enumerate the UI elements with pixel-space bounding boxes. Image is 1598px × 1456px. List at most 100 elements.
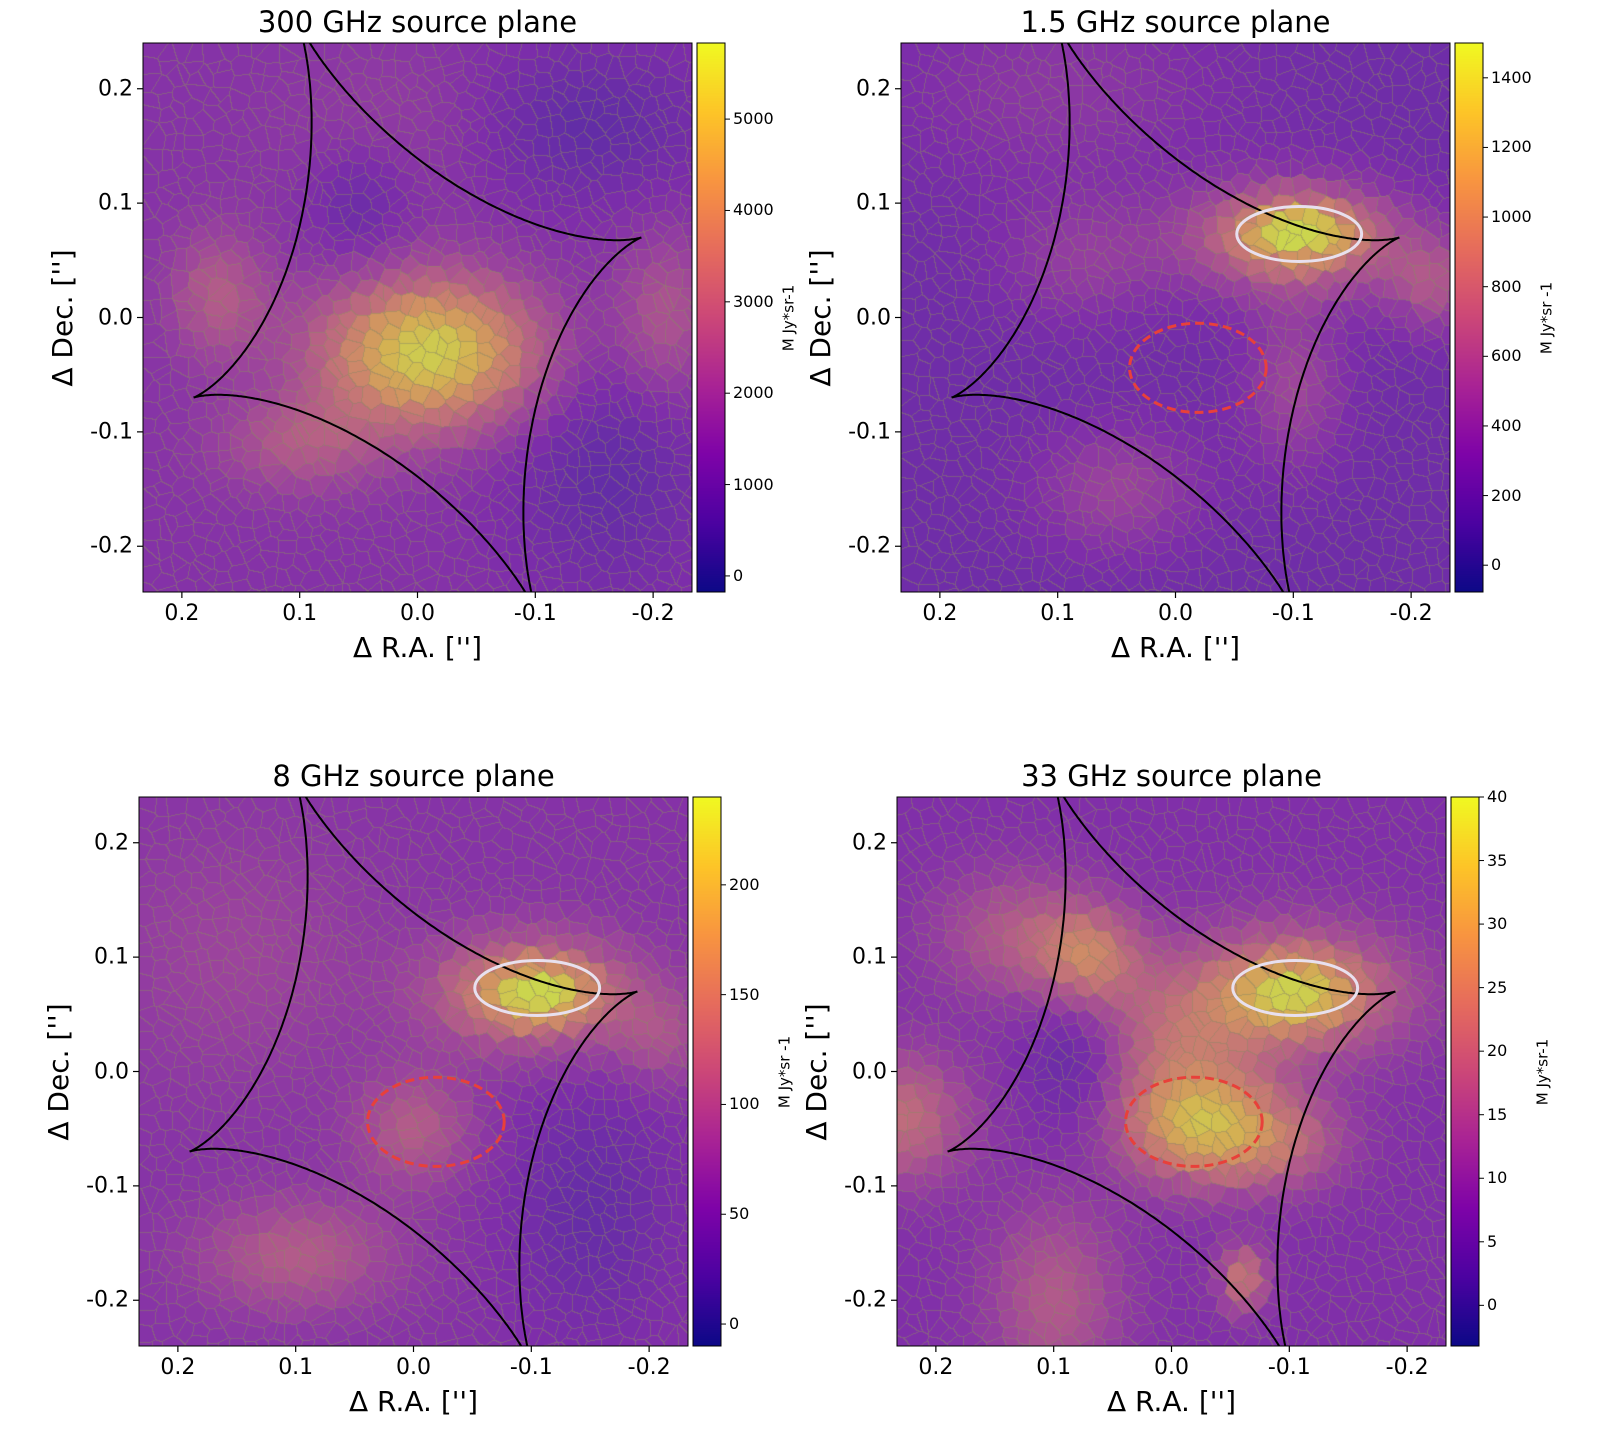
caustic-curve — [950, 43, 1401, 592]
colorbar-tick-label: 1400 — [1491, 67, 1532, 87]
heatmap-image — [897, 797, 1446, 1346]
colorbar-tick-label: 200 — [729, 874, 760, 894]
y-tick-label: -0.2 — [844, 1287, 887, 1313]
colorbar-tick-label: 600 — [1491, 346, 1522, 366]
colorbar-frame — [1454, 42, 1484, 593]
dashed-region-ellipse — [1128, 321, 1268, 414]
colorbar — [697, 43, 725, 592]
x-tick-label: -0.2 — [1389, 601, 1433, 626]
y-tick-label: 0.0 — [94, 1058, 129, 1084]
x-tick-label: -0.2 — [631, 601, 675, 626]
x-axis-label: Δ R.A. [''] — [1110, 631, 1241, 664]
caustic-curve — [192, 43, 643, 592]
x-tick-label: 0.1 — [1036, 1355, 1072, 1380]
y-axis-label: Δ Dec. [''] — [41, 1002, 75, 1141]
y-tick-label: 0.2 — [94, 830, 129, 856]
axes-frame — [142, 42, 693, 593]
chart-title: 8 GHz source plane — [272, 759, 555, 793]
y-tick-label: -0.1 — [90, 419, 133, 445]
colorbar-tick-label: 40 — [1487, 786, 1508, 806]
colorbar — [1451, 797, 1479, 1346]
colorbar — [1455, 43, 1483, 592]
solid-region-ellipse — [1231, 959, 1360, 1017]
colorbar-tick-label: 1000 — [1491, 206, 1532, 226]
x-axis-label: Δ R.A. [''] — [352, 631, 483, 664]
y-axis-label: Δ Dec. [''] — [803, 248, 837, 387]
y-tick-label: 0.1 — [852, 944, 887, 970]
heatmap-image — [901, 43, 1450, 592]
x-tick-label: 0.1 — [278, 1355, 314, 1380]
y-axis-label: Δ Dec. [''] — [45, 248, 79, 387]
y-tick-label: -0.2 — [90, 533, 133, 559]
colorbar-tick-label: 800 — [1491, 276, 1522, 296]
x-axis-label: Δ R.A. [''] — [1106, 1385, 1237, 1418]
x-tick-label: 0.0 — [400, 601, 435, 626]
y-tick-label: 0.1 — [94, 944, 129, 970]
colorbar-tick-label: 2000 — [733, 382, 774, 402]
x-tick-label: -0.1 — [1267, 1355, 1311, 1380]
dashed-region-ellipse — [366, 1075, 506, 1168]
colorbar-tick-label: 5000 — [733, 108, 774, 128]
colorbar-tick-label: 0 — [733, 565, 744, 585]
y-tick-label: -0.1 — [844, 1173, 887, 1199]
colorbar-label: M Jy*sr -1 — [775, 1035, 794, 1108]
colorbar-tick-label: 20 — [1487, 1040, 1508, 1060]
axes-frame — [138, 796, 689, 1347]
y-tick-label: 0.0 — [852, 1058, 887, 1084]
colorbar-tick-label: 400 — [1491, 415, 1522, 435]
x-tick-label: -0.2 — [627, 1355, 671, 1380]
x-tick-label: 0.2 — [160, 1355, 196, 1380]
colorbar-tick-label: 0 — [729, 1313, 740, 1333]
x-axis-label: Δ R.A. [''] — [348, 1385, 479, 1418]
y-tick-label: -0.2 — [86, 1287, 129, 1313]
y-tick-label: 0.0 — [856, 304, 891, 330]
y-tick-label: 0.1 — [856, 190, 891, 216]
colorbar-label: M Jy*sr-1 — [779, 284, 798, 351]
colorbar-tick-label: 1200 — [1491, 137, 1532, 157]
x-tick-label: 0.1 — [1040, 601, 1076, 626]
colorbar-tick-label: 0 — [1487, 1295, 1498, 1315]
chart-title: 300 GHz source plane — [257, 5, 578, 39]
x-tick-label: -0.1 — [513, 601, 557, 626]
y-tick-label: 0.0 — [98, 304, 133, 330]
y-tick-label: 0.1 — [98, 190, 133, 216]
colorbar-tick-label: 4000 — [733, 200, 774, 220]
colorbar-tick-label: 200 — [1491, 485, 1522, 505]
y-tick-label: 0.2 — [852, 830, 887, 856]
colorbar-frame — [696, 42, 726, 593]
x-tick-label: -0.1 — [1271, 601, 1315, 626]
x-tick-label: 0.0 — [396, 1355, 431, 1380]
colorbar-frame — [1450, 796, 1480, 1347]
x-tick-label: -0.1 — [509, 1355, 553, 1380]
x-tick-label: 0.1 — [282, 601, 318, 626]
x-tick-label: 0.2 — [918, 1355, 954, 1380]
heatmap-image — [139, 797, 688, 1346]
chart-title: 33 GHz source plane — [1021, 759, 1322, 793]
chart-title: 1.5 GHz source plane — [1020, 5, 1331, 39]
caustic-curve — [946, 797, 1397, 1346]
axes-frame — [896, 796, 1447, 1347]
y-tick-label: -0.2 — [848, 533, 891, 559]
colorbar-tick-label: 3000 — [733, 291, 774, 311]
caustic-curve — [188, 797, 639, 1346]
colorbar-tick-label: 50 — [729, 1204, 750, 1224]
x-tick-label: 0.2 — [164, 601, 200, 626]
colorbar-label: M Jy*sr -1 — [1537, 281, 1556, 354]
colorbar-tick-label: 35 — [1487, 850, 1508, 870]
x-tick-label: 0.2 — [922, 601, 958, 626]
colorbar-tick-label: 100 — [729, 1094, 760, 1114]
solid-region-ellipse — [473, 959, 602, 1017]
y-tick-label: 0.2 — [856, 76, 891, 102]
axes-frame — [900, 42, 1451, 593]
x-tick-label: 0.0 — [1154, 1355, 1189, 1380]
heatmap-image — [143, 43, 692, 592]
colorbar-tick-label: 5 — [1487, 1231, 1498, 1251]
